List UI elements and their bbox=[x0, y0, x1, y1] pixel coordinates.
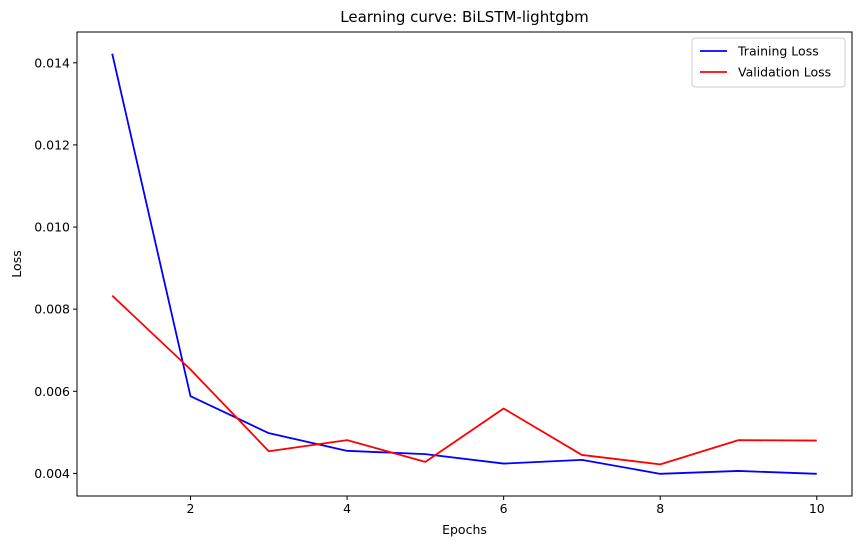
y-axis-ticks: 0.004 0.006 0.008 0.010 0.012 0.014 bbox=[34, 55, 77, 481]
x-tick-label: 2 bbox=[187, 501, 195, 516]
x-axis-ticks: 2 4 6 8 10 bbox=[187, 496, 825, 516]
x-tick-label: 8 bbox=[656, 501, 664, 516]
x-axis-label: Epochs bbox=[442, 522, 487, 537]
y-tick-label: 0.010 bbox=[34, 220, 70, 235]
legend: Training Loss Validation Loss bbox=[691, 37, 846, 88]
x-tick-label: 4 bbox=[343, 501, 351, 516]
y-tick-label: 0.012 bbox=[34, 137, 70, 152]
series-line-training-loss bbox=[111, 53, 817, 475]
plot-area bbox=[76, 31, 853, 497]
y-tick-label: 0.004 bbox=[34, 466, 70, 481]
x-tick-label: 6 bbox=[500, 501, 508, 516]
y-tick-label: 0.006 bbox=[34, 384, 70, 399]
x-tick-label: 10 bbox=[809, 501, 825, 516]
y-tick-label: 0.008 bbox=[34, 302, 70, 317]
chart-title: Learning curve: BiLSTM-lightgbm bbox=[340, 8, 589, 26]
y-tick-label: 0.014 bbox=[34, 55, 70, 70]
y-axis-label: Loss bbox=[9, 250, 24, 277]
axes-frame bbox=[76, 31, 853, 497]
series-layer bbox=[111, 53, 817, 475]
legend-label-training-loss: Training Loss bbox=[737, 44, 819, 59]
legend-label-validation-loss: Validation Loss bbox=[738, 65, 831, 80]
series-line-validation-loss bbox=[111, 294, 817, 466]
legend-box bbox=[691, 37, 846, 88]
